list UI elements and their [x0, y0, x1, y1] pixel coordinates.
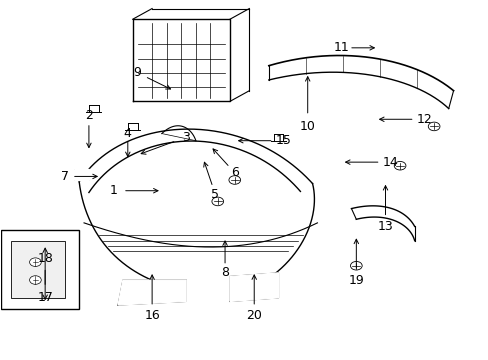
Circle shape [30, 276, 41, 284]
Circle shape [350, 261, 362, 270]
Text: 9: 9 [133, 66, 141, 79]
Text: 11: 11 [333, 41, 349, 54]
Text: 12: 12 [416, 113, 431, 126]
Circle shape [393, 161, 405, 170]
Text: 20: 20 [246, 309, 262, 322]
Circle shape [30, 258, 41, 266]
Text: 18: 18 [37, 252, 53, 265]
Polygon shape [118, 280, 186, 305]
Text: 4: 4 [123, 127, 131, 140]
Text: 16: 16 [144, 309, 160, 322]
Circle shape [211, 197, 223, 206]
Text: 17: 17 [37, 291, 53, 305]
Text: 13: 13 [377, 220, 392, 233]
FancyBboxPatch shape [1, 230, 79, 309]
Text: 8: 8 [221, 266, 228, 279]
Polygon shape [74, 169, 89, 180]
Text: 19: 19 [348, 274, 364, 287]
Text: 6: 6 [230, 166, 238, 179]
Text: 15: 15 [275, 134, 291, 147]
Text: 1: 1 [109, 184, 117, 197]
Text: 14: 14 [382, 156, 397, 168]
Circle shape [228, 176, 240, 184]
Text: 7: 7 [61, 170, 68, 183]
FancyBboxPatch shape [11, 241, 64, 298]
Polygon shape [229, 273, 278, 301]
Text: 5: 5 [211, 188, 219, 201]
Text: 2: 2 [85, 109, 93, 122]
Circle shape [427, 122, 439, 131]
Text: 3: 3 [182, 131, 190, 144]
Text: 10: 10 [299, 120, 315, 133]
